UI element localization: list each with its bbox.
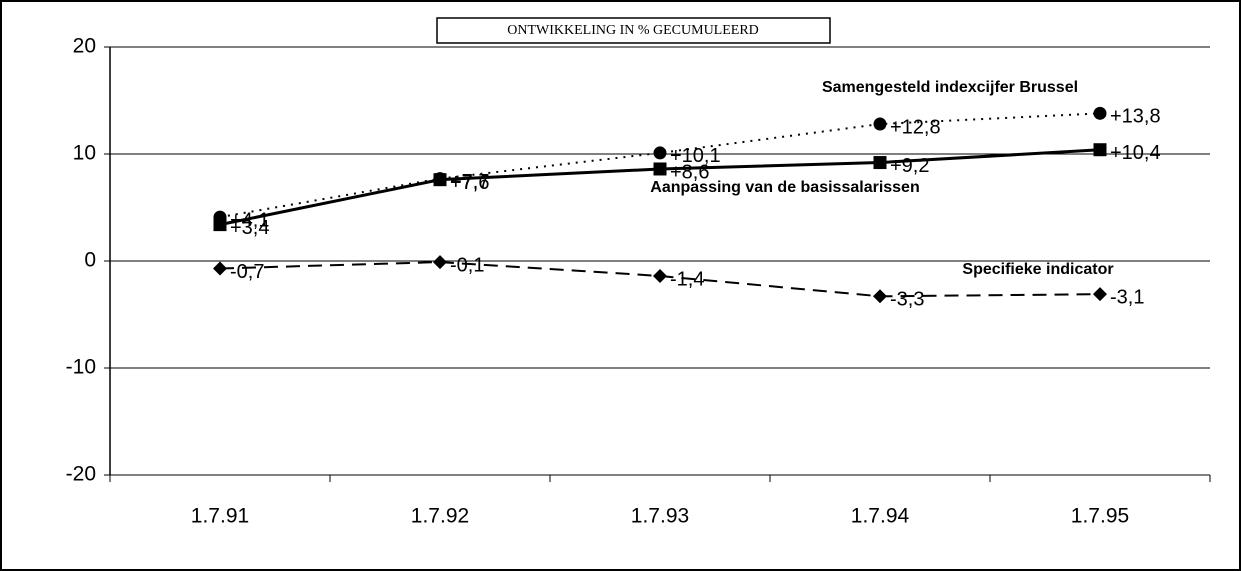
data-label: +9,2 xyxy=(890,155,929,177)
marker xyxy=(1093,143,1107,157)
title-box xyxy=(436,17,831,44)
marker xyxy=(213,261,227,276)
marker xyxy=(653,146,667,160)
data-label: +7,7 xyxy=(450,171,489,193)
y-tick-label: 20 xyxy=(73,35,96,58)
data-label: +8,6 xyxy=(670,161,709,183)
y-tick-label: -20 xyxy=(66,463,96,486)
x-tick-label: 1.7.93 xyxy=(631,505,689,528)
data-label: +12,8 xyxy=(890,116,941,138)
series-name: Samengesteld indexcijfer Brussel xyxy=(822,79,1078,96)
data-label: +4,1 xyxy=(230,209,269,231)
data-label: +10,4 xyxy=(1110,142,1161,164)
marker xyxy=(213,218,227,232)
marker xyxy=(433,173,447,187)
marker xyxy=(873,117,887,131)
series-name: Aanpassing van de basissalarissen xyxy=(650,179,919,196)
chart-title: ONTWIKKELING IN % GECUMULEERD xyxy=(507,23,759,38)
data-label: +10,1 xyxy=(670,145,721,167)
marker xyxy=(1093,106,1107,120)
data-label: -0,7 xyxy=(230,261,264,283)
marker xyxy=(653,162,667,176)
x-tick-label: 1.7.95 xyxy=(1071,505,1129,528)
x-tick-label: 1.7.91 xyxy=(191,505,249,528)
marker xyxy=(873,156,887,170)
marker xyxy=(653,268,667,283)
marker xyxy=(1093,287,1107,302)
x-tick-label: 1.7.92 xyxy=(411,505,469,528)
marker xyxy=(433,255,447,270)
x-tick-label: 1.7.94 xyxy=(851,505,910,528)
data-label: -1,4 xyxy=(670,268,704,290)
data-label: +3,4 xyxy=(230,217,269,239)
marker xyxy=(873,289,887,304)
data-label: -3,3 xyxy=(890,289,924,311)
data-label: -0,1 xyxy=(450,254,484,276)
y-tick-label: 0 xyxy=(84,249,96,272)
data-label: +13,8 xyxy=(1110,106,1161,128)
series-name: Specifieke indicator xyxy=(962,261,1113,278)
data-label: +7,6 xyxy=(450,172,489,194)
data-label: -3,1 xyxy=(1110,286,1144,308)
y-tick-label: 10 xyxy=(73,142,96,165)
y-tick-label: -10 xyxy=(66,356,96,379)
